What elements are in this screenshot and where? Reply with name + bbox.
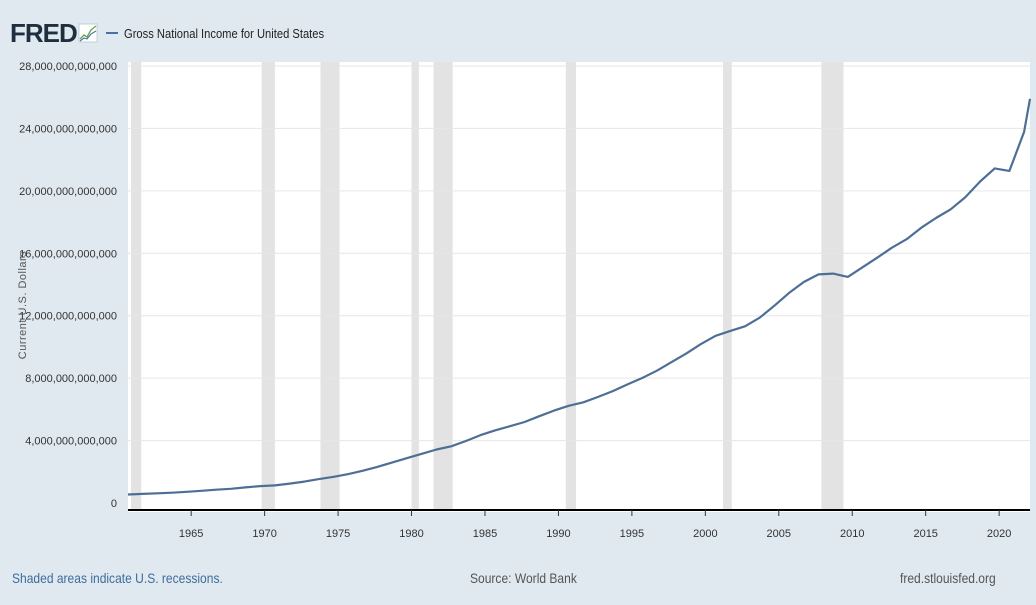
- x-tick-label: 1970: [252, 528, 276, 540]
- x-axis-ticks: 1965 1970 1975 1980 1985 1990 1995 2000 2005 2010…: [179, 510, 1011, 540]
- y-tick-label: 20,000,000,000,000: [19, 186, 117, 198]
- chart-header: FRED Gross National Income for United St…: [10, 18, 356, 48]
- y-tick-label: 24,000,000,000,000: [19, 123, 117, 135]
- recession-band-5: [433, 62, 453, 510]
- recession-note-link[interactable]: Shaded areas indicate U.S. recessions.: [12, 570, 223, 586]
- recession-band-4: [411, 62, 419, 510]
- y-axis-ticks: 0 4,000,000,000,000 8,000,000,000,000 12,00…: [19, 61, 117, 510]
- site-link[interactable]: fred.stlouisfed.org: [900, 570, 996, 586]
- y-tick-label: 28,000,000,000,000: [19, 61, 117, 73]
- plot-area-background: [128, 62, 1030, 512]
- x-tick-label: 1980: [399, 528, 423, 540]
- legend-series-label: Gross National Income for United States: [123, 25, 324, 41]
- line-chart: 0 4,000,000,000,000 8,000,000,000,000 12,00…: [17, 61, 1032, 540]
- x-tick-label: 2020: [987, 528, 1011, 540]
- source-text: Source: World Bank: [470, 570, 577, 586]
- x-tick-label: 2005: [767, 528, 791, 540]
- recession-band-2: [261, 62, 275, 510]
- recession-band-7: [722, 62, 732, 510]
- series-line-1: [127, 98, 1032, 496]
- y-tick-label: 16,000,000,000,000: [19, 248, 117, 260]
- recession-bands: [130, 62, 844, 510]
- series-layer: [127, 98, 1032, 496]
- y-axis-label: Current U.S. Dollars: [17, 251, 29, 359]
- x-tick-label: 1965: [179, 528, 203, 540]
- recession-band-8: [821, 62, 844, 510]
- x-tick-label: 1985: [473, 528, 497, 540]
- recession-band-1: [130, 62, 142, 510]
- legend-series-swatch: [105, 32, 118, 34]
- x-tick-label: 2000: [693, 528, 717, 540]
- logo-chart-icon: [78, 23, 98, 43]
- x-tick-label: 2010: [840, 528, 864, 540]
- x-tick-label: 1990: [546, 528, 570, 540]
- horizontal-gridlines: [128, 65, 1030, 442]
- x-tick-label: 1975: [326, 528, 350, 540]
- y-tick-label: 0: [111, 498, 117, 510]
- recession-band-6: [565, 62, 577, 510]
- fred-logo[interactable]: FRED: [10, 18, 78, 48]
- recession-band-3: [320, 62, 340, 510]
- y-tick-label: 8,000,000,000,000: [25, 373, 117, 385]
- x-tick-label: 1995: [620, 528, 644, 540]
- y-tick-label: 12,000,000,000,000: [19, 311, 117, 323]
- y-tick-label: 4,000,000,000,000: [25, 436, 117, 448]
- x-tick-label: 2015: [913, 528, 937, 540]
